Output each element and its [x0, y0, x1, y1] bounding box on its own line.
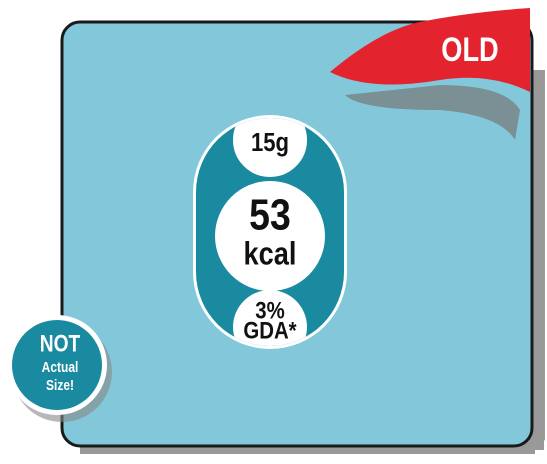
note-line: Actual — [42, 359, 79, 376]
flag — [330, 8, 530, 92]
energy-circle — [215, 181, 325, 291]
energy-unit: kcal — [244, 236, 297, 272]
note-line: Size! — [46, 377, 74, 394]
energy-value: 53 — [249, 190, 291, 240]
note-line: NOT — [40, 329, 81, 357]
fat-circle — [231, 118, 309, 179]
fat-value: 15g — [251, 128, 289, 157]
flag-label: OLD — [441, 30, 498, 69]
gda-unit: GDA* — [243, 317, 297, 344]
flag-shadow — [345, 85, 520, 140]
panel-shadow-side — [532, 70, 544, 450]
gda-value: 3% — [255, 297, 285, 324]
note-circle — [12, 320, 102, 410]
